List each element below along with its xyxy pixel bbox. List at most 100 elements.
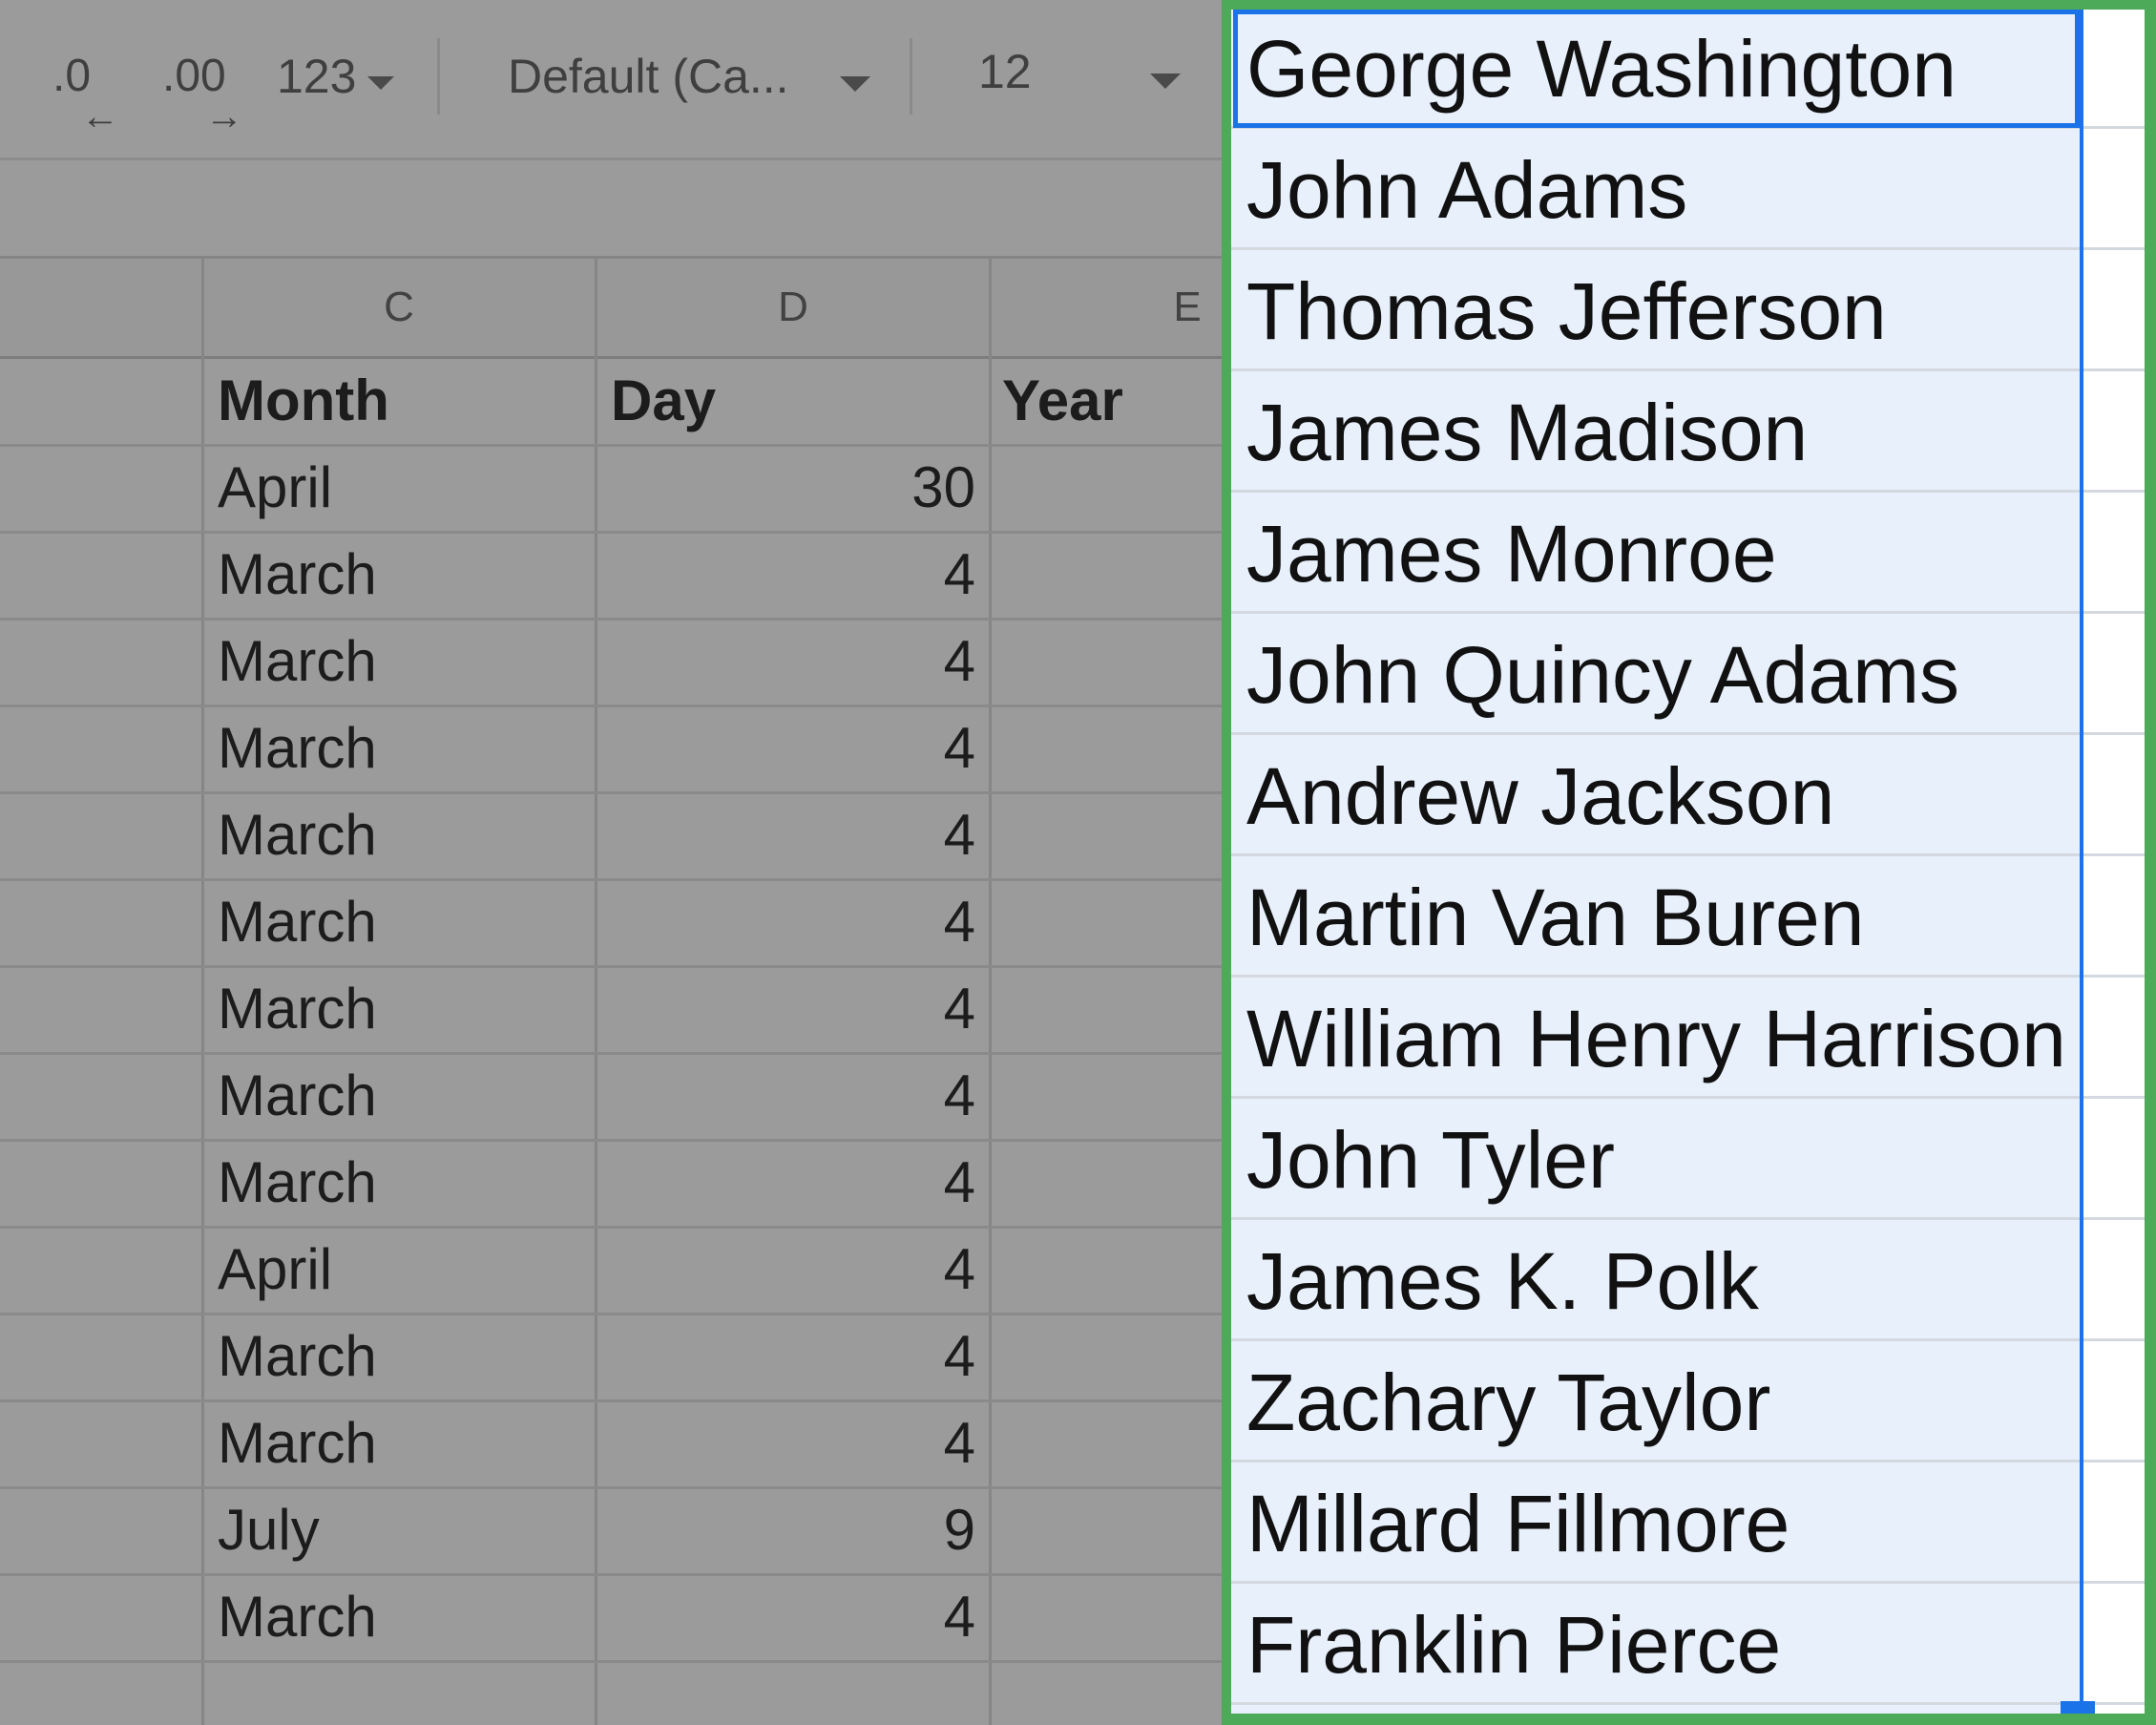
year-header-cell[interactable]: Year xyxy=(1002,368,1123,432)
list-item: Martin Van Buren xyxy=(1231,858,2145,978)
table-row: April 4 xyxy=(0,1226,1222,1315)
month-cell[interactable]: March xyxy=(218,1063,377,1127)
month-cell[interactable]: March xyxy=(218,716,377,780)
month-cell[interactable]: March xyxy=(218,1324,377,1388)
month-cell[interactable]: March xyxy=(218,977,377,1041)
column-header-e[interactable]: E xyxy=(1173,284,1202,330)
list-item: James Madison xyxy=(1231,373,2145,493)
day-cell[interactable]: 4 xyxy=(943,716,975,780)
number-format-label: 123 xyxy=(277,50,357,103)
day-cell[interactable]: 4 xyxy=(943,977,975,1041)
table-row: April 30 xyxy=(0,444,1222,534)
increase-decimal-button[interactable]: .00 → xyxy=(153,38,258,137)
month-cell[interactable]: March xyxy=(218,1411,377,1475)
row-gridline xyxy=(1231,732,2145,735)
day-cell[interactable]: 30 xyxy=(911,455,975,519)
month-cell[interactable]: March xyxy=(218,1585,377,1649)
toolbar-divider xyxy=(910,38,912,115)
day-cell[interactable]: 4 xyxy=(943,542,975,606)
font-family-dropdown[interactable]: Default (Ca... xyxy=(496,48,878,115)
month-header-cell[interactable]: Month xyxy=(218,368,389,432)
selection-range xyxy=(1231,10,2083,1714)
name-cell[interactable]: Zachary Taylor xyxy=(1246,1357,1771,1447)
row-gridline xyxy=(1231,490,2145,493)
table-row: July 9 xyxy=(0,1486,1222,1576)
day-cell[interactable]: 4 xyxy=(943,1063,975,1127)
table-row: March 4 xyxy=(0,1052,1222,1142)
month-cell[interactable]: July xyxy=(218,1498,320,1562)
list-item: Thomas Jefferson xyxy=(1231,252,2145,371)
font-size-dropdown[interactable]: 12 xyxy=(954,43,1193,110)
column-header-d[interactable]: D xyxy=(778,284,808,330)
month-cell[interactable]: March xyxy=(218,803,377,867)
table-row: March 4 xyxy=(0,531,1222,621)
formula-bar[interactable] xyxy=(0,160,1222,259)
list-item: James K. Polk xyxy=(1231,1222,2145,1341)
name-cell[interactable]: John Tyler xyxy=(1246,1115,1615,1205)
table-row: March 4 xyxy=(0,1399,1222,1489)
row-gridline xyxy=(1231,975,2145,978)
header-row: Month Day Year xyxy=(0,357,1222,447)
row-gridline xyxy=(1231,853,2145,856)
name-cell[interactable]: George Washington xyxy=(1246,24,1957,114)
name-cell[interactable]: John Adams xyxy=(1246,145,1688,235)
name-cell[interactable]: James Madison xyxy=(1246,388,1809,477)
name-cell[interactable]: Thomas Jefferson xyxy=(1246,266,1887,356)
toolbar: .0 ← .00 → 123 Default (Ca... 12 xyxy=(0,0,1222,160)
month-cell[interactable]: March xyxy=(218,629,377,693)
day-cell[interactable]: 4 xyxy=(943,1585,975,1649)
column-header-c[interactable]: C xyxy=(384,284,414,330)
left-arrow-icon: ← xyxy=(81,95,119,137)
name-cell[interactable]: Martin Van Buren xyxy=(1246,873,1865,962)
font-size-value: 12 xyxy=(978,45,1032,98)
name-cell[interactable]: Andrew Jackson xyxy=(1246,751,1835,841)
month-cell[interactable]: April xyxy=(218,1237,333,1301)
decrease-decimal-button[interactable]: .0 ← xyxy=(43,38,129,137)
day-cell[interactable]: 9 xyxy=(943,1498,975,1562)
month-cell[interactable]: April xyxy=(218,455,333,519)
name-cell[interactable]: William Henry Harrison xyxy=(1246,994,2066,1083)
fill-handle[interactable] xyxy=(2061,1701,2095,1714)
spreadsheet-background: .0 ← .00 → 123 Default (Ca... 12 C D E M… xyxy=(0,0,1222,1725)
column-gridline xyxy=(595,259,597,1725)
month-cell[interactable]: March xyxy=(218,542,377,606)
name-column: George Washington John Adams Thomas Jeff… xyxy=(1231,10,2145,1714)
name-cell[interactable]: Millard Fillmore xyxy=(1246,1479,1790,1568)
list-item: Andrew Jackson xyxy=(1231,737,2145,856)
day-cell[interactable]: 4 xyxy=(943,629,975,693)
day-cell[interactable]: 4 xyxy=(943,1237,975,1301)
list-item: James Monroe xyxy=(1231,494,2145,614)
row-gridline xyxy=(1231,611,2145,614)
day-cell[interactable]: 4 xyxy=(943,1411,975,1475)
list-item: Zachary Taylor xyxy=(1231,1343,2145,1462)
day-header-cell[interactable]: Day xyxy=(611,368,717,432)
month-cell[interactable]: March xyxy=(218,1150,377,1214)
name-cell[interactable]: Franklin Pierce xyxy=(1246,1600,1782,1690)
list-item: John Tyler xyxy=(1231,1101,2145,1220)
day-cell[interactable]: 4 xyxy=(943,803,975,867)
table-row: March 4 xyxy=(0,705,1222,794)
day-cell[interactable]: 4 xyxy=(943,1324,975,1388)
table-row: March 4 xyxy=(0,1139,1222,1229)
toolbar-divider xyxy=(437,38,440,115)
table-row: March 4 xyxy=(0,878,1222,968)
font-family-value: Default (Ca... xyxy=(508,50,789,103)
row-gridline xyxy=(1231,247,2145,250)
name-cell[interactable]: John Quincy Adams xyxy=(1246,630,1960,720)
row-gridline xyxy=(1231,1096,2145,1099)
table-row: March 4 xyxy=(0,965,1222,1055)
name-cell[interactable]: James K. Polk xyxy=(1246,1236,1759,1326)
increase-decimal-label: .00 xyxy=(162,51,226,101)
day-cell[interactable]: 4 xyxy=(943,890,975,954)
day-cell[interactable]: 4 xyxy=(943,1150,975,1214)
name-cell[interactable]: James Monroe xyxy=(1246,509,1777,599)
right-arrow-icon: → xyxy=(205,95,243,137)
active-cell-border[interactable] xyxy=(1233,10,2080,128)
number-format-dropdown[interactable]: 123 xyxy=(272,48,406,115)
table-row: March 4 xyxy=(0,1313,1222,1402)
table-row: March 4 xyxy=(0,1573,1222,1663)
table-row: March 4 xyxy=(0,791,1222,881)
column-gridline xyxy=(989,259,992,1725)
month-cell[interactable]: March xyxy=(218,890,377,954)
list-item: William Henry Harrison xyxy=(1231,979,2145,1099)
